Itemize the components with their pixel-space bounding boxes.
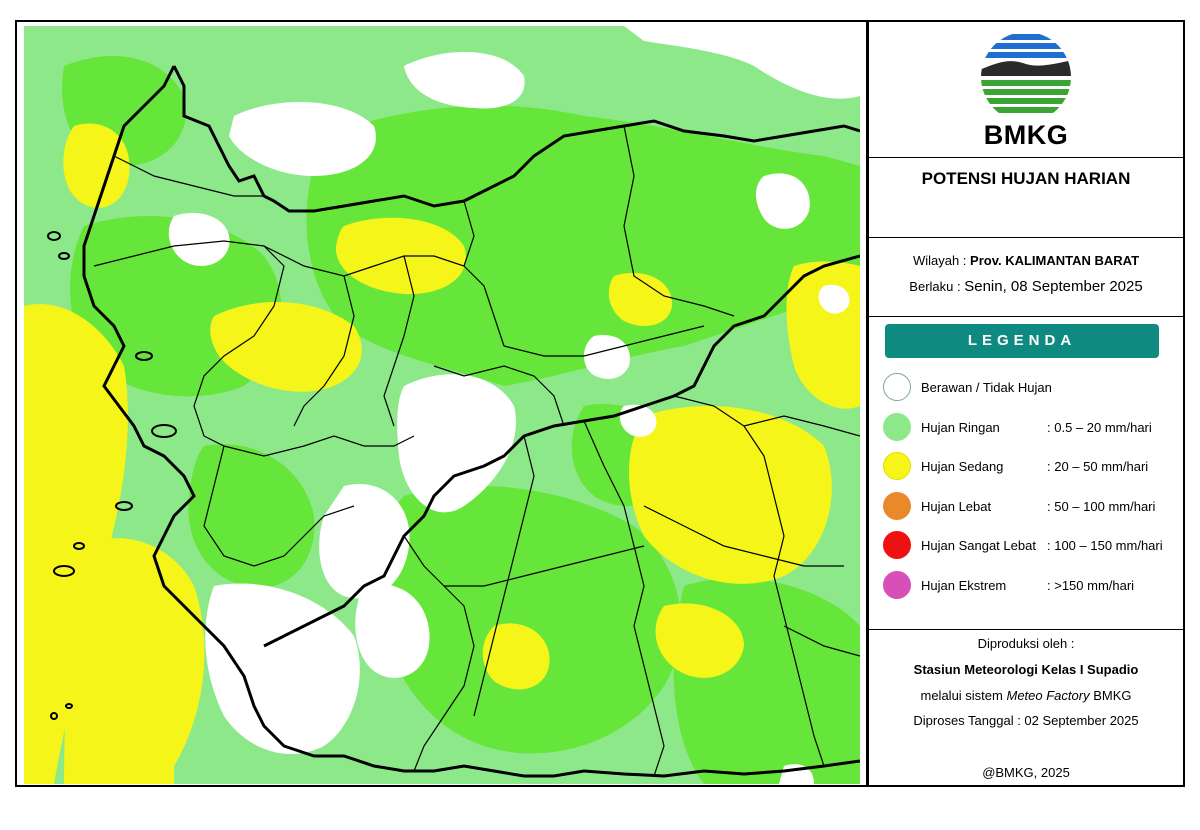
legend-range: : 50 – 100 mm/hari — [1047, 499, 1156, 514]
legend-label: Hujan Sedang — [921, 459, 1004, 474]
legend-item-cloudy: Berawan / Tidak Hujan — [883, 373, 1183, 403]
divider-after-logo — [869, 157, 1184, 158]
system-name: Meteo Factory — [1006, 688, 1090, 703]
divider-after-info — [869, 316, 1184, 317]
map-cloudy-zones — [168, 26, 860, 784]
logo-text: BMKG — [983, 120, 1069, 150]
legend-range: : 20 – 50 mm/hari — [1047, 459, 1149, 474]
legend-range: : >150 mm/hari — [1047, 578, 1135, 593]
legend-swatch-moderate-rain — [883, 452, 911, 480]
system-prefix: melalui sistem — [920, 688, 1003, 703]
legend-item-extreme-rain: Hujan Ekstrem : >150 mm/hari — [883, 571, 1183, 601]
valid-date-info: Berlaku : Senin, 08 September 2025 — [869, 278, 1183, 295]
producer-station: Stasiun Meteorologi Kelas I Supadio — [913, 662, 1139, 677]
legend-swatch-heavy-rain — [883, 492, 911, 520]
logo-area: BMKG — [869, 22, 1183, 157]
legend-swatch-very-heavy-rain — [883, 531, 911, 559]
legend-item-heavy-rain: Hujan Lebat : 50 – 100 mm/hari — [883, 492, 1183, 522]
region-label: Wilayah : — [912, 253, 967, 268]
valid-value: Senin, 08 September 2025 — [964, 278, 1143, 295]
legend-item-light-rain: Hujan Ringan : 0.5 – 20 mm/hari — [883, 413, 1183, 443]
legend-title: LEGENDA — [885, 324, 1159, 358]
legend-swatch-light-rain — [883, 413, 911, 441]
producer-system: melalui sistem Meteo Factory BMKG — [869, 688, 1183, 703]
divider-after-legend — [869, 629, 1184, 630]
panel-divider — [866, 20, 869, 787]
border-north — [172, 65, 860, 213]
producer-name: Stasiun Meteorologi Kelas I Supadio — [869, 662, 1183, 677]
processed-date: Diproses Tanggal : 02 September 2025 — [913, 713, 1139, 728]
system-suffix: BMKG — [1093, 688, 1132, 703]
legend-label: Hujan Ekstrem — [921, 578, 1007, 593]
map-title: POTENSI HUJAN HARIAN — [921, 169, 1131, 188]
legend-item-very-heavy-rain: Hujan Sangat Lebat : 100 – 150 mm/hari — [883, 531, 1183, 561]
legend-swatch-extreme-rain — [883, 571, 911, 599]
legend-range: : 0.5 – 20 mm/hari — [1047, 420, 1152, 435]
rainfall-map — [24, 26, 860, 784]
valid-label: Berlaku : — [909, 279, 961, 294]
border-coast — [82, 65, 860, 778]
islands — [47, 231, 177, 720]
region-info: Wilayah : Prov. KALIMANTAN BARAT — [869, 253, 1183, 268]
legend-swatch-cloudy — [883, 373, 911, 401]
legend-item-moderate-rain: Hujan Sedang : 20 – 50 mm/hari — [883, 452, 1183, 482]
region-value: Prov. KALIMANTAN BARAT — [970, 253, 1140, 268]
legend-label: Hujan Sangat Lebat — [921, 538, 1036, 553]
divider-after-title — [869, 237, 1184, 238]
producer-heading: Diproduksi oleh : — [977, 636, 1075, 651]
regency-borders — [93, 125, 860, 777]
legend-label: Hujan Lebat — [921, 499, 992, 514]
map-svg — [24, 26, 860, 784]
copyright: @BMKG, 2025 — [982, 765, 1070, 780]
legend-range: : 100 – 150 mm/hari — [1047, 538, 1163, 553]
legend-label: Berawan / Tidak Hujan — [921, 380, 1052, 395]
bmkg-logo-icon — [981, 32, 1071, 113]
map-yellow-zones — [24, 123, 860, 784]
legend-label: Hujan Ringan — [921, 420, 1000, 435]
